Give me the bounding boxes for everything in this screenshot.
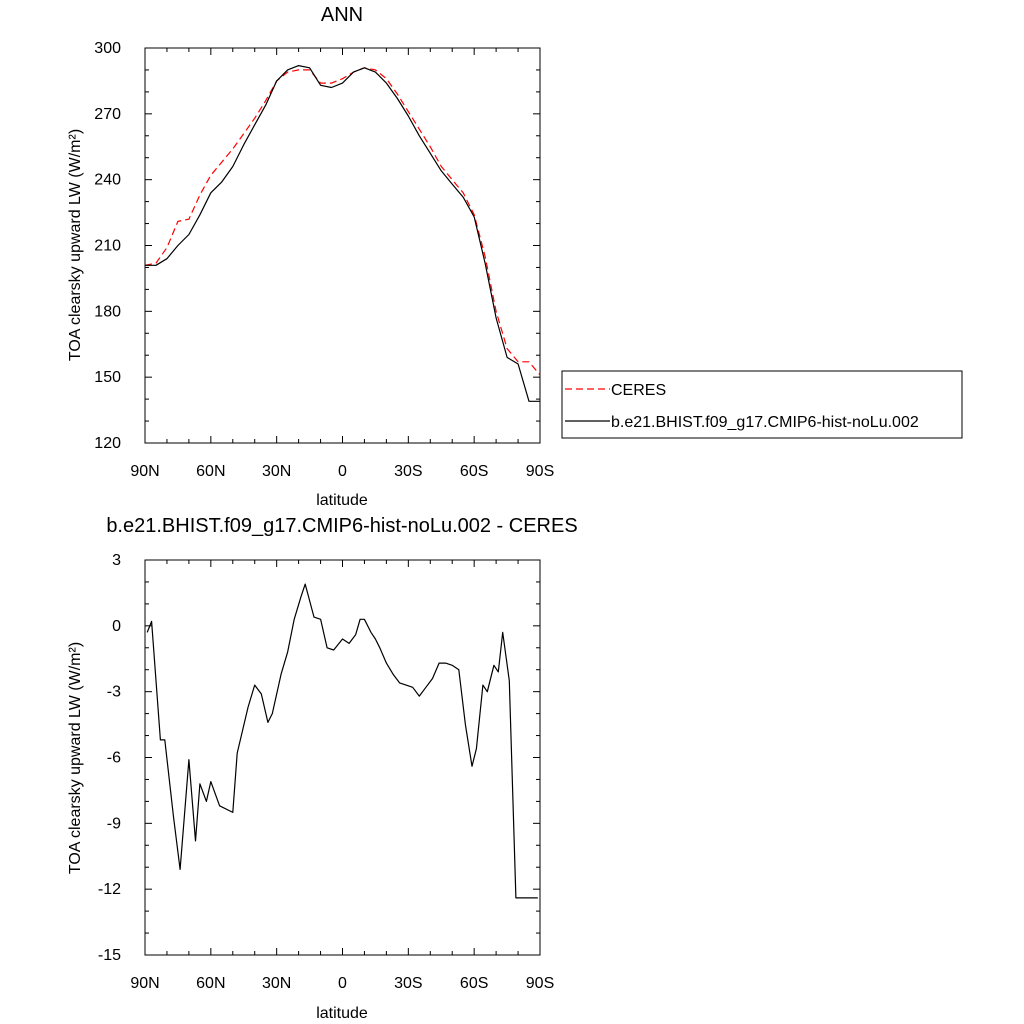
y-tick-label: 150 xyxy=(94,369,121,386)
y-tick-label: -15 xyxy=(98,947,121,964)
y-tick-label: 210 xyxy=(94,238,121,255)
y-tick-label: -12 xyxy=(98,881,121,898)
y-tick-label: 3 xyxy=(112,552,121,569)
bottom-x-axis-label: latitude xyxy=(316,1005,368,1022)
x-tick-label: 60N xyxy=(196,463,225,480)
top-series-line-0 xyxy=(144,67,541,376)
y-tick-label: -9 xyxy=(107,815,121,832)
y-tick-label: -3 xyxy=(107,684,121,701)
x-tick-label: 30S xyxy=(394,975,422,992)
top-series-lines xyxy=(144,64,541,402)
top-panel: ANN 120 150 180 210 240 270 300 90N 60N 30N 0 30S 60… xyxy=(67,4,963,509)
bottom-panel: b.e21.BHIST.f09_g17.CMIP6-hist-noLu.002 … xyxy=(67,515,578,1022)
bottom-axis-ticks: -15 -12 -9 -6 -3 0 3 90N 60N 30N 0 30S 60S 90S xyxy=(98,552,554,992)
x-tick-label: 30S xyxy=(394,463,422,480)
y-tick-label: 270 xyxy=(94,106,121,123)
x-tick-label: 90S xyxy=(526,975,554,992)
y-tick-label: 0 xyxy=(112,618,121,635)
x-tick-label: 0 xyxy=(338,463,347,480)
top-y-axis-label: TOA clearsky upward LW (W/m²) xyxy=(67,129,84,361)
x-tick-label: 30N xyxy=(262,975,291,992)
bottom-plot-frame xyxy=(144,559,541,956)
x-tick-label: 0 xyxy=(338,975,347,992)
x-tick-label: 60S xyxy=(460,463,488,480)
bottom-chart-title: b.e21.BHIST.f09_g17.CMIP6-hist-noLu.002 … xyxy=(106,515,577,537)
top-x-axis-label: latitude xyxy=(316,492,368,509)
top-axis-ticks: 120 150 180 210 240 270 300 90N 60N 30N 0 30S 60S 90S xyxy=(94,40,554,480)
y-tick-label: 240 xyxy=(94,172,121,189)
y-tick-label: 180 xyxy=(94,303,121,320)
y-tick-label: 120 xyxy=(94,435,121,452)
bottom-series-line-0 xyxy=(146,583,538,899)
top-series-line-1 xyxy=(145,64,540,402)
y-tick-label: 300 xyxy=(94,40,121,57)
bottom-y-axis-label: TOA clearsky upward LW (W/m²) xyxy=(67,642,84,874)
x-tick-label: 90N xyxy=(130,463,159,480)
x-tick-label: 90S xyxy=(526,463,554,480)
y-tick-label: -6 xyxy=(107,750,121,767)
x-tick-label: 60N xyxy=(196,975,225,992)
x-tick-label: 60S xyxy=(460,975,488,992)
legend-label-model: b.e21.BHIST.f09_g17.CMIP6-hist-noLu.002 xyxy=(611,414,919,431)
legend-label-ceres: CERES xyxy=(611,382,666,399)
bottom-series-lines xyxy=(146,583,538,899)
x-tick-label: 90N xyxy=(130,975,159,992)
legend: CERES b.e21.BHIST.f09_g17.CMIP6-hist-noL… xyxy=(561,370,963,439)
x-tick-label: 30N xyxy=(262,463,291,480)
top-chart-title: ANN xyxy=(321,4,363,26)
legend-box xyxy=(561,370,963,439)
